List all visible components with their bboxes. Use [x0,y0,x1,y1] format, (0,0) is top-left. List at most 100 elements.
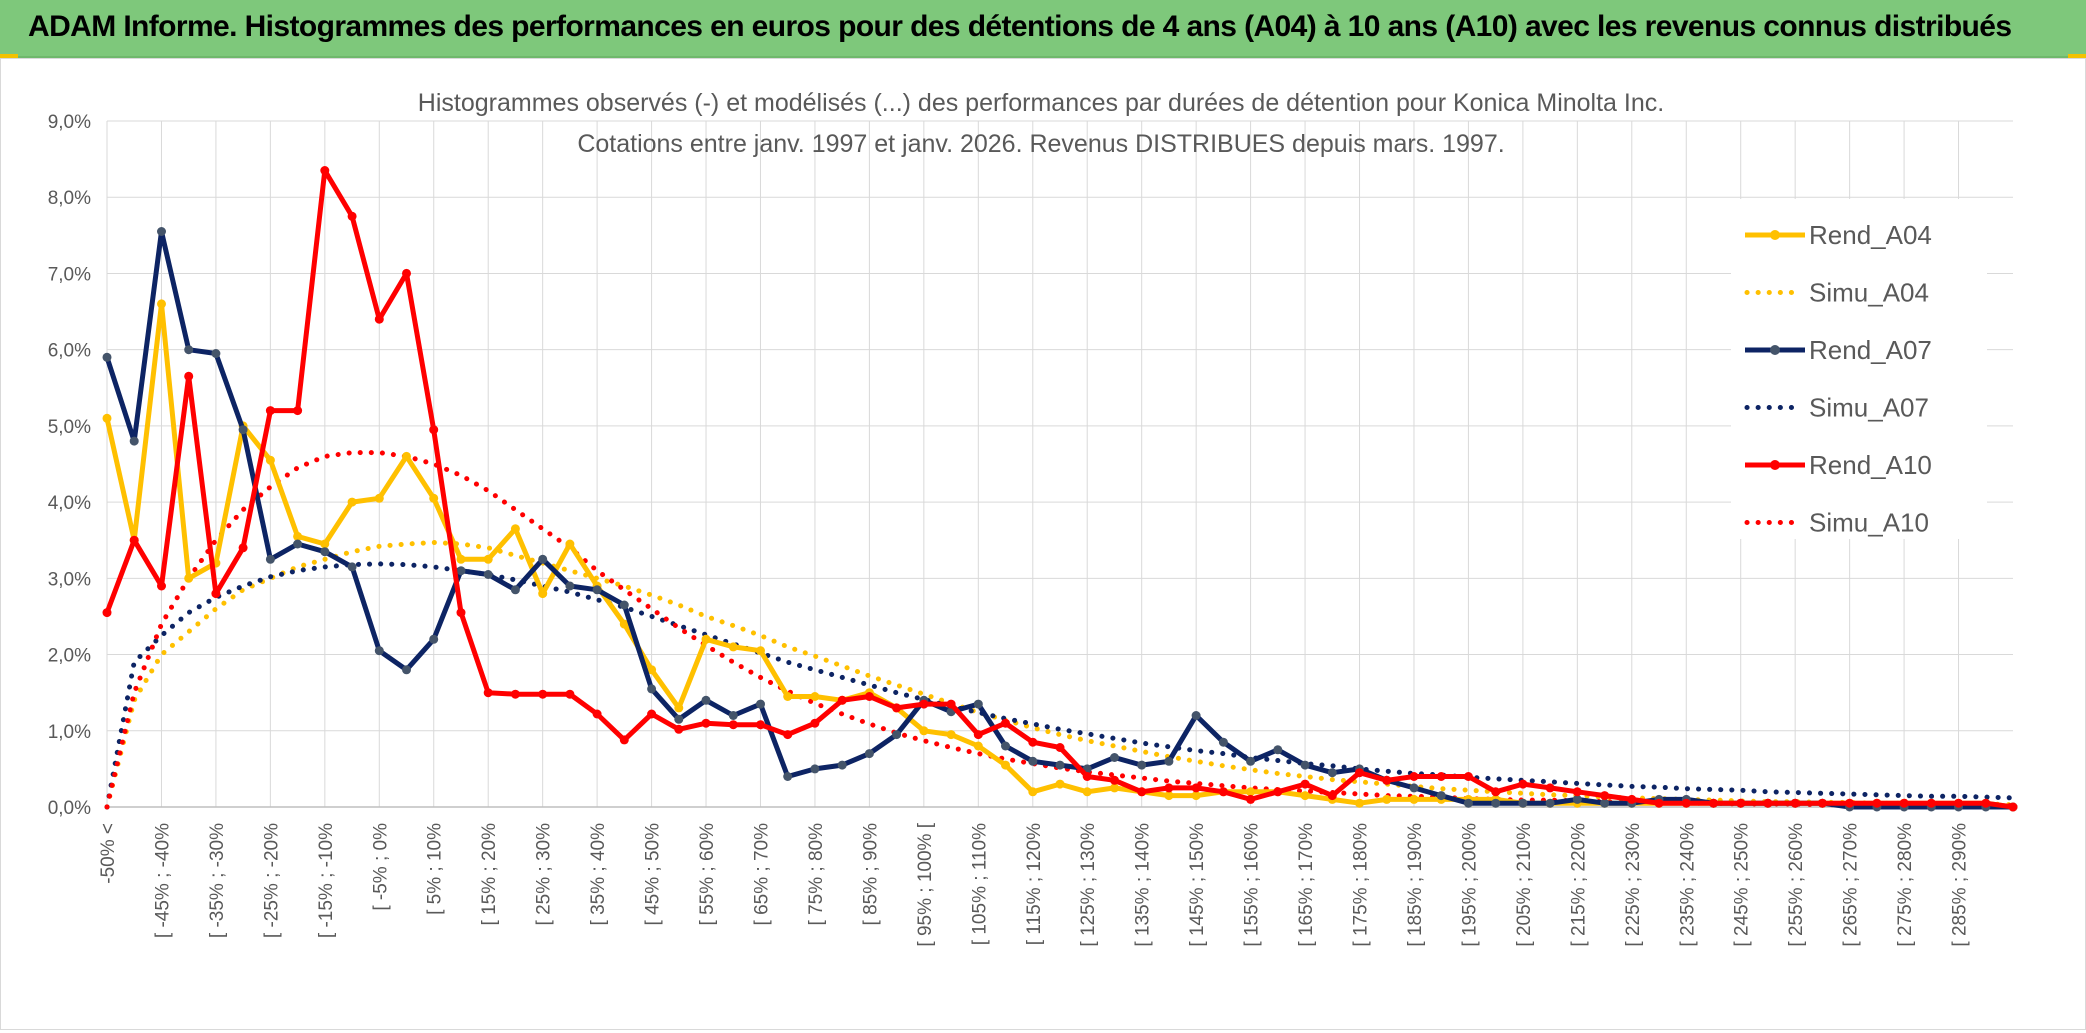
point-rend-a04 [1001,760,1010,770]
point-rend-a10 [1954,798,1963,808]
x-tick-label: [ 155% ; 160% [1242,823,1263,947]
point-rend-a07 [129,436,139,446]
point-rend-a10 [265,406,275,416]
point-rend-a07 [701,695,711,705]
series-line-rend-a10 [104,168,2014,810]
point-rend-a07 [728,711,738,720]
point-rend-a07 [1273,745,1283,755]
point-rend-a10 [647,709,657,719]
point-rend-a10 [1110,775,1119,785]
point-rend-a10 [919,699,929,709]
point-rend-a04 [538,589,548,599]
point-rend-a10 [1654,798,1664,808]
point-rend-a07 [1463,798,1473,808]
grid [106,120,2013,808]
y-tick-label: 7,0% [48,264,91,285]
point-rend-a07 [1300,760,1310,770]
point-rend-a10 [619,735,629,745]
point-rend-a04 [1191,791,1201,801]
point-rend-a04 [483,554,493,564]
x-tick-label: [ 45% ; 50% [643,823,664,926]
x-tick-label: [ -45% ; -40% [152,823,173,938]
y-axis: 0,0% 1,0% 2,0% 3,0% 4,0% 5,0% 6,0% 7,0% 8,0% 9,0% [48,112,91,819]
point-rend-a07 [565,581,575,591]
point-rend-a10 [946,699,956,709]
point-rend-a10 [1872,798,1882,808]
point-rend-a10 [973,730,983,740]
point-rend-a04 [265,455,275,465]
point-rend-a10 [1926,798,1936,808]
point-rend-a04 [1409,794,1419,804]
page-title: ADAM Informe. Histogrammes des performan… [28,10,2012,43]
point-rend-a10 [1845,798,1855,808]
point-rend-a04 [320,539,330,549]
x-tick-label: [ 245% ; 250% [1732,823,1753,947]
point-rend-a10 [456,608,466,618]
x-tick-label: [ 255% ; 260% [1786,823,1807,947]
x-tick-label: [ 65% ; 70% [751,823,772,926]
point-rend-a04 [946,730,956,740]
point-rend-a10 [238,543,248,553]
x-tick-label: -50% < [98,823,119,884]
point-rend-a04 [1110,783,1119,793]
point-rend-a04 [647,665,657,675]
y-tick-label: 5,0% [48,417,91,438]
point-rend-a10 [1409,772,1419,781]
point-rend-a07 [211,349,221,358]
point-rend-a10 [1382,775,1392,785]
legend-marker-rend-a07 [1770,345,1780,355]
point-rend-a07 [1110,753,1119,762]
series-line-simu-a07 [104,561,2016,810]
point-rend-a07 [1028,756,1038,766]
point-rend-a10 [1028,737,1038,747]
point-rend-a04 [619,619,629,629]
point-rend-a07 [102,352,112,362]
x-tick-label: [ 285% ; 290% [1950,823,1971,947]
point-rend-a10 [157,581,166,591]
x-tick-label: [ 165% ; 170% [1296,823,1317,947]
x-tick-label: [ 275% ; 280% [1895,823,1916,947]
point-rend-a04 [429,493,439,503]
point-rend-a10 [1600,791,1610,801]
point-rend-a04 [102,413,112,423]
point-rend-a07 [892,730,902,740]
point-rend-a07 [1137,760,1147,770]
legend-label-rend-a10: Rend_A10 [1809,450,1932,480]
corner-mark-right [2068,54,2086,58]
x-tick-label: [ 195% ; 200% [1459,823,1480,947]
point-rend-a10 [1082,772,1092,781]
point-rend-a10 [837,695,847,705]
point-rend-a10 [783,730,793,740]
point-rend-a07 [538,554,548,564]
legend-label-simu-a10: Simu_A10 [1809,508,1929,538]
point-rend-a07 [619,600,629,610]
y-tick-label: 8,0% [48,188,91,209]
point-rend-a07 [184,345,194,355]
point-rend-a10 [1518,779,1528,789]
point-rend-a10 [2008,802,2018,812]
point-rend-a04 [1164,791,1174,801]
point-rend-a10 [1164,783,1174,793]
series-line-rend-a04 [104,301,2014,810]
point-rend-a10 [402,268,411,278]
point-rend-a10 [892,703,902,713]
x-tick-label: [ 115% ; 120% [1024,823,1045,945]
point-rend-a04 [510,524,520,534]
point-rend-a10 [1545,783,1555,793]
x-tick-label: [ -15% ; -10% [316,823,337,938]
point-rend-a07 [1572,794,1582,804]
x-tick-label: [ 55% ; 60% [697,823,718,926]
chart-area: 0,0% 1,0% 2,0% 3,0% 4,0% 5,0% 6,0% 7,0% 8,0% 9,0%… [0,58,2086,1030]
point-rend-a10 [129,535,139,545]
point-rend-a07 [347,562,357,572]
x-tick-label: [ 215% ; 220% [1568,823,1589,947]
point-rend-a07 [592,585,602,595]
point-rend-a07 [293,539,303,549]
legend-label-simu-a07: Simu_A07 [1809,393,1929,423]
point-rend-a07 [265,554,275,564]
point-rend-a10 [1817,798,1827,808]
x-tick-label: [ -5% ; 0% [370,823,391,911]
point-rend-a07 [1409,783,1419,793]
point-rend-a04 [701,634,711,644]
point-rend-a04 [293,531,303,541]
